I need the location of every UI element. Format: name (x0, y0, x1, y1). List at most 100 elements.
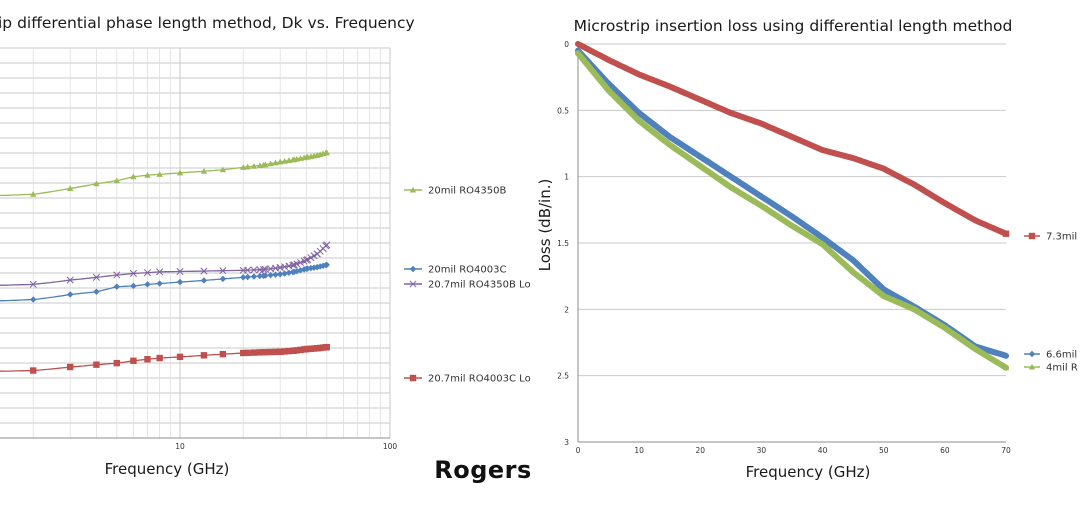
series-line (0, 241, 331, 288)
legend-item: 6.6mil (1024, 350, 1077, 361)
data-point (290, 261, 298, 269)
data-point (250, 349, 258, 356)
gridlines (0, 47, 391, 439)
data-point (176, 353, 184, 361)
data-point (293, 347, 301, 354)
data-point (262, 272, 269, 279)
data-point (256, 272, 264, 280)
data-point (250, 266, 258, 274)
legend-label: 20.7mil RO4003C Lo (428, 374, 531, 385)
data-point (92, 273, 100, 281)
data-point (409, 374, 417, 382)
x-tick-label: 60 (940, 446, 950, 455)
data-point (176, 278, 184, 286)
data-point (113, 177, 120, 184)
data-point (130, 173, 137, 180)
data-point (240, 164, 247, 170)
data-point (250, 273, 258, 280)
legend-item: 20mil RO4350B (404, 186, 506, 197)
data-point (156, 171, 163, 177)
y-tick-label: 0.5 (557, 106, 569, 115)
data-point (66, 363, 74, 371)
data-point (304, 255, 312, 264)
y-tick-label: 2.5 (557, 372, 569, 381)
data-point (409, 280, 417, 288)
y-axis-label: Loss (dB/in.) (536, 179, 554, 272)
data-point (176, 169, 184, 176)
legend-label: 20.7mil RO4350B Lo (428, 280, 531, 291)
data-point (1002, 364, 1010, 371)
data-point (322, 149, 330, 156)
y-tick-label: 3 (564, 438, 569, 447)
data-point (219, 350, 227, 358)
series-line (0, 343, 330, 374)
data-point (66, 185, 74, 191)
data-point (296, 258, 305, 267)
data-point (129, 269, 137, 277)
data-point (297, 346, 304, 354)
data-point (289, 261, 297, 269)
data-point (200, 168, 208, 174)
x-axis-label: Frequency (GHz) (746, 463, 871, 481)
data-point (250, 162, 258, 169)
data-point (281, 263, 289, 271)
x-tick-label: 0 (576, 446, 581, 455)
data-point (244, 349, 251, 357)
data-point (1002, 352, 1010, 359)
insertion-loss-chart: Microstrip insertion loss using differen… (536, 17, 1080, 481)
series-path (0, 151, 327, 197)
data-point (130, 282, 137, 290)
data-point (281, 348, 288, 355)
data-point (1002, 230, 1010, 237)
data-point (130, 357, 137, 364)
data-point (322, 261, 330, 269)
series-line (575, 50, 1010, 371)
x-tick-label: 10 (634, 446, 644, 455)
chart-title: Microstrip insertion loss using differen… (574, 17, 1013, 35)
y-tick-label: 1.5 (557, 239, 569, 248)
legend-label: 20mil RO4350B (428, 186, 506, 197)
data-point (276, 348, 284, 356)
data-point (281, 270, 288, 277)
data-point (93, 180, 100, 187)
data-point (300, 346, 308, 353)
chart-title: ip differential phase length method, Dk … (0, 14, 415, 32)
data-point (30, 191, 37, 197)
y-tick-label: 0 (564, 40, 569, 49)
legend-item: 20mil RO4003C (404, 265, 506, 276)
data-point (66, 276, 74, 284)
series-line (0, 261, 330, 303)
data-point (244, 273, 251, 281)
series-line (0, 149, 330, 197)
legend-label: 7.3mil R (1046, 232, 1080, 243)
legend-item: 20.7mil RO4350B Lo (404, 280, 531, 291)
gridlines (577, 43, 1006, 443)
data-point (304, 345, 311, 353)
data-point (256, 349, 264, 356)
data-point (113, 359, 120, 367)
data-point (293, 260, 301, 268)
data-point (300, 257, 308, 265)
data-point (240, 274, 247, 281)
data-point (144, 281, 151, 288)
x-tick-label: 10 (175, 442, 185, 451)
y-tick-label: 1 (564, 173, 569, 182)
data-point (144, 171, 151, 178)
data-point (289, 347, 297, 354)
data-point (409, 186, 417, 193)
data-point (1028, 363, 1036, 370)
x-tick-label: 50 (879, 446, 889, 455)
data-point (200, 277, 208, 284)
data-point (144, 356, 151, 363)
data-point (66, 291, 74, 298)
data-point (29, 280, 37, 288)
data-point (176, 267, 184, 276)
data-point (256, 266, 264, 274)
data-point (285, 347, 293, 355)
data-point (307, 254, 315, 262)
data-point (244, 163, 251, 170)
data-point (200, 267, 208, 275)
x-tick-label: 40 (818, 446, 828, 455)
data-point (307, 345, 315, 352)
plot-series (575, 41, 1010, 371)
